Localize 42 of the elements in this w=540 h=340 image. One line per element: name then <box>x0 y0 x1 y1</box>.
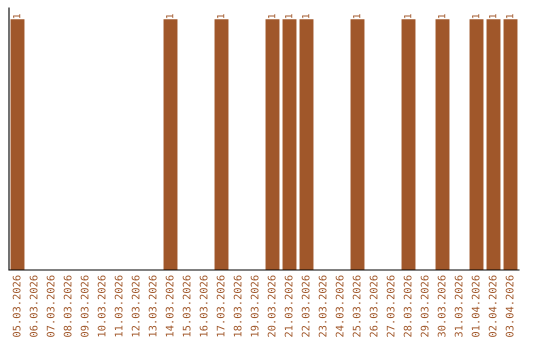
x-tick-label: 26.03.2026 <box>370 276 378 337</box>
x-tick-label: 06.03.2026 <box>30 276 38 337</box>
data-label: 1 <box>353 14 360 18</box>
x-tick-label: 20.03.2026 <box>268 276 276 337</box>
x-tick-label: 15.03.2026 <box>182 276 191 336</box>
x-tick-label: 31.03.2026 <box>454 276 463 337</box>
data-label: 1 <box>302 14 310 18</box>
data-label: 1 <box>13 14 20 18</box>
data-label: 1 <box>166 14 174 18</box>
data-label: 1 <box>217 14 224 18</box>
data-label: 1 <box>438 14 446 18</box>
data-label: 1 <box>506 14 514 18</box>
x-tick-label: 12.03.2026 <box>132 276 140 336</box>
x-tick-label: 02.04.2026 <box>488 276 497 337</box>
x-tick-label: 17.03.2026 <box>216 276 225 336</box>
x-tick-label: 14.03.2026 <box>166 276 174 336</box>
x-tick-label: 05.03.2026 <box>12 276 21 337</box>
x-tick-label: 23.03.2026 <box>318 276 327 337</box>
x-tick-label: 03.04.2026 <box>506 276 514 337</box>
x-tick-label: 08.03.2026 <box>64 276 72 337</box>
data-label: 1 <box>285 14 292 18</box>
x-tick-label: 21.03.2026 <box>284 276 293 337</box>
x-tick-label: 09.03.2026 <box>80 276 89 337</box>
x-tick-label: 19.03.2026 <box>250 276 259 336</box>
x-tick-label: 07.03.2026 <box>46 276 55 337</box>
x-tick-label: 16.03.2026 <box>200 276 208 336</box>
x-tick-label: 11.03.2026 <box>114 276 123 336</box>
x-tick-label: 24.03.2026 <box>336 276 344 337</box>
x-tick-label: 25.03.2026 <box>352 276 361 337</box>
x-tick-label: 29.03.2026 <box>420 276 429 337</box>
data-label: 1 <box>268 14 276 18</box>
data-label: 1 <box>404 14 412 18</box>
x-tick-label: 30.03.2026 <box>438 276 446 337</box>
x-tick-label: 18.03.2026 <box>234 276 242 336</box>
data-label: 1 <box>489 14 496 18</box>
data-label: 1 <box>472 14 480 18</box>
x-tick-label: 27.03.2026 <box>386 276 395 337</box>
x-tick-label: 22.03.2026 <box>302 276 310 337</box>
x-tick-label: 28.03.2026 <box>404 276 412 337</box>
x-tick-label: 13.03.2026 <box>148 276 157 336</box>
x-tick-label: 10.03.2026 <box>98 276 106 336</box>
x-tick-label: 01.04.2026 <box>472 276 480 337</box>
